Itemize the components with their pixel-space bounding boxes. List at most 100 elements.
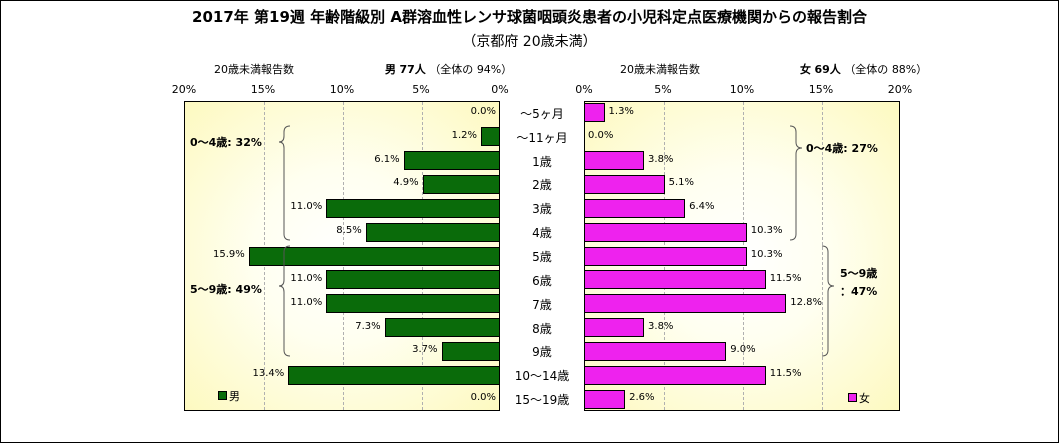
male-share-value: 94%） bbox=[476, 63, 513, 76]
category-label: 1歳 bbox=[532, 155, 552, 169]
male-0-4-group-label: 0～4歳: 32% bbox=[190, 136, 262, 149]
female-bar bbox=[584, 103, 605, 122]
chart-subtitle: （京都府 20歳未満） bbox=[462, 34, 597, 50]
male-tick-label: 10% bbox=[329, 83, 355, 96]
male-value-label: 11.0% bbox=[290, 297, 323, 308]
female-tick-label: 15% bbox=[808, 83, 834, 96]
category-label: 5歳 bbox=[532, 250, 552, 264]
gridline bbox=[822, 102, 823, 410]
female-bar bbox=[584, 366, 766, 385]
male-value-label: 8.5% bbox=[336, 225, 362, 236]
category-label: 15～19歳 bbox=[514, 393, 570, 407]
female-tick-label: 20% bbox=[887, 83, 913, 96]
female-bar bbox=[584, 223, 747, 242]
female-legend-label: 女 bbox=[859, 392, 870, 405]
male-bar bbox=[326, 270, 500, 289]
male-value-label: 13.4% bbox=[252, 368, 285, 379]
female-value-label: 6.4% bbox=[689, 201, 715, 212]
male-value-label: 11.0% bbox=[290, 201, 323, 212]
male-bar bbox=[326, 199, 500, 218]
female-bar bbox=[584, 151, 645, 170]
female-tick-label: 10% bbox=[729, 83, 755, 96]
male-tick-label: 15% bbox=[250, 83, 276, 96]
female-bar bbox=[584, 390, 626, 409]
male-5-9-bracket bbox=[278, 245, 291, 357]
male-count: 77人 bbox=[399, 63, 426, 76]
male-summary: 男 77人 （全体の 94%） bbox=[385, 61, 512, 77]
male-value-label: 1.2% bbox=[451, 130, 478, 141]
male-value-label: 11.0% bbox=[290, 273, 323, 284]
male-bar bbox=[384, 318, 500, 337]
female-bar bbox=[584, 175, 665, 194]
female-value-label: 11.5% bbox=[769, 368, 802, 379]
male-bar bbox=[441, 342, 500, 361]
female-legend-swatch bbox=[848, 393, 857, 402]
male-legend-label: 男 bbox=[229, 390, 240, 403]
female-axis-label: 20歳未満報告数 bbox=[620, 63, 700, 76]
male-0-4-bracket bbox=[278, 125, 291, 241]
category-label: 9歳 bbox=[532, 345, 552, 359]
male-axis-label: 20歳未満報告数 bbox=[214, 63, 294, 76]
female-share-label: （全体の bbox=[844, 63, 889, 76]
chart-title: 2017年 第19週 年齢階級別 A群溶血性レンサ球菌咽頭炎患者の小児科定点医療… bbox=[192, 8, 867, 26]
category-label: ～5ヶ月 bbox=[520, 107, 564, 121]
male-bar bbox=[481, 127, 500, 146]
male-tick-label: 5% bbox=[412, 83, 430, 96]
female-value-label: 1.3% bbox=[608, 106, 634, 117]
female-summary: 女 69人 （全体の 88%） bbox=[800, 61, 927, 77]
female-0-4-bracket bbox=[789, 125, 803, 241]
male-bar bbox=[422, 175, 500, 194]
female-5-9-bracket bbox=[821, 245, 835, 357]
male-bar bbox=[326, 294, 500, 313]
male-share-label: （全体の bbox=[429, 63, 474, 76]
female-bar bbox=[584, 247, 747, 266]
male-value-label: 6.1% bbox=[374, 154, 400, 165]
female-value-label: 2.6% bbox=[629, 392, 655, 403]
female-value-label: 10.3% bbox=[750, 249, 783, 260]
male-value-label: 7.3% bbox=[355, 321, 381, 332]
category-label: 7歳 bbox=[532, 298, 552, 312]
female-value-label: 3.8% bbox=[648, 321, 674, 332]
female-bar bbox=[584, 270, 766, 289]
male-value-label: 3.7% bbox=[412, 344, 438, 355]
male-value-label: 0.0% bbox=[470, 106, 496, 117]
male-legend-swatch bbox=[218, 391, 227, 400]
female-tick-label: 5% bbox=[654, 83, 672, 96]
male-bar bbox=[365, 223, 500, 242]
female-bar bbox=[584, 318, 645, 337]
male-bar bbox=[403, 151, 500, 170]
male-value-label: 0.0% bbox=[470, 392, 496, 403]
male-bar bbox=[248, 247, 500, 266]
female-value-label: 12.8% bbox=[790, 297, 823, 308]
female-count: 69人 bbox=[814, 63, 841, 76]
male-5-9-group-label: 5～9歳: 49% bbox=[190, 283, 262, 296]
female-5-9-group-label-line2: ：47% bbox=[840, 285, 878, 298]
male-tick-label: 20% bbox=[171, 83, 197, 96]
category-label: 4歳 bbox=[532, 226, 552, 240]
male-legend: 男 bbox=[218, 388, 240, 404]
female-legend: 女 bbox=[848, 390, 870, 406]
male-value-label: 15.9% bbox=[213, 249, 245, 260]
female-5-9-group-label-line1: 5～9歳 bbox=[840, 267, 878, 280]
male-sex-label: 男 bbox=[385, 63, 396, 76]
female-0-4-group-label: 0～4歳: 27% bbox=[806, 142, 878, 155]
category-label: ～11ヶ月 bbox=[516, 131, 568, 145]
female-value-label: 0.0% bbox=[588, 130, 614, 141]
male-tick-label: 0% bbox=[491, 83, 509, 96]
category-label: 6歳 bbox=[532, 274, 552, 288]
female-bar bbox=[584, 199, 686, 218]
female-sex-label: 女 bbox=[800, 63, 811, 76]
category-label: 10～14歳 bbox=[514, 369, 570, 383]
female-value-label: 10.3% bbox=[750, 225, 783, 236]
category-label: 2歳 bbox=[532, 178, 552, 192]
female-share-value: 88%） bbox=[891, 63, 928, 76]
female-value-label: 3.8% bbox=[648, 154, 674, 165]
female-value-label: 9.0% bbox=[730, 344, 756, 355]
category-label: 3歳 bbox=[532, 202, 552, 216]
female-bar bbox=[584, 342, 727, 361]
female-bar bbox=[584, 294, 787, 313]
female-value-label: 11.5% bbox=[769, 273, 802, 284]
female-tick-label: 0% bbox=[575, 83, 593, 96]
female-value-label: 5.1% bbox=[668, 177, 694, 188]
category-label: 8歳 bbox=[532, 322, 552, 336]
